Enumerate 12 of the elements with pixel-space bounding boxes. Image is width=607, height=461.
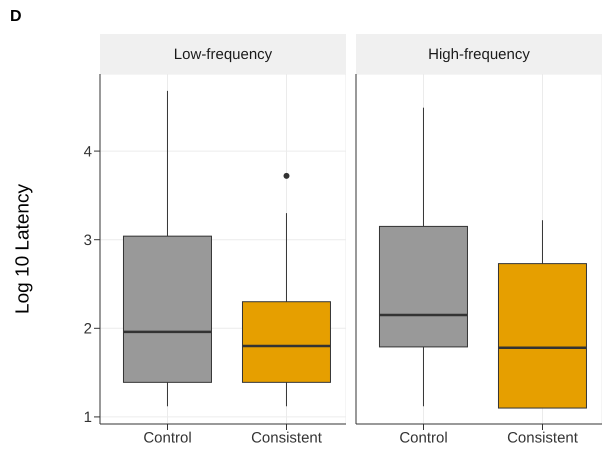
text: D xyxy=(10,8,22,25)
chart-title: Low-frequency xyxy=(174,46,272,62)
y-tick-label: 3 xyxy=(84,232,92,250)
y-tick-label: 1 xyxy=(84,409,92,426)
y-tick-label: 2 xyxy=(84,320,92,338)
chart-title: High-frequency xyxy=(428,46,530,62)
x-tick-label: Consistent xyxy=(507,430,579,447)
x-tick-label: Consistent xyxy=(251,430,323,447)
x-tick-label: Control xyxy=(399,430,448,447)
y-axis-title: Log 10 Latency xyxy=(12,184,34,314)
y-tick-label: 4 xyxy=(84,143,92,160)
x-tick-label: Control xyxy=(143,430,192,447)
